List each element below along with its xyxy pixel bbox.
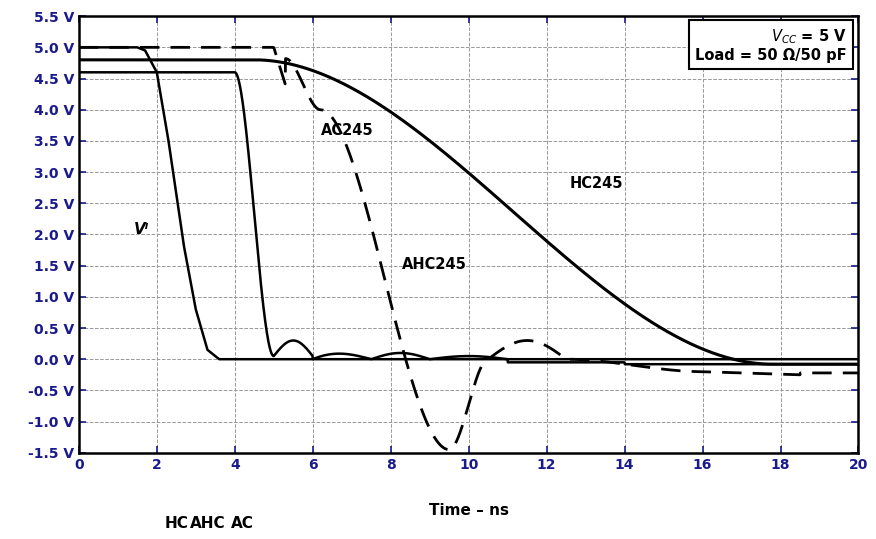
Text: Time – ns: Time – ns — [428, 503, 509, 518]
Text: AC245: AC245 — [321, 123, 373, 137]
Text: HC245: HC245 — [570, 176, 624, 191]
Text: AHC245: AHC245 — [402, 257, 467, 272]
Text: HC: HC — [165, 516, 188, 531]
Text: $V_{CC}$ = 5 V
Load = 50 Ω/50 pF: $V_{CC}$ = 5 V Load = 50 Ω/50 pF — [696, 27, 847, 63]
Text: Vᴵ: Vᴵ — [133, 223, 149, 238]
Text: AC: AC — [231, 516, 254, 531]
Text: AHC: AHC — [190, 516, 225, 531]
